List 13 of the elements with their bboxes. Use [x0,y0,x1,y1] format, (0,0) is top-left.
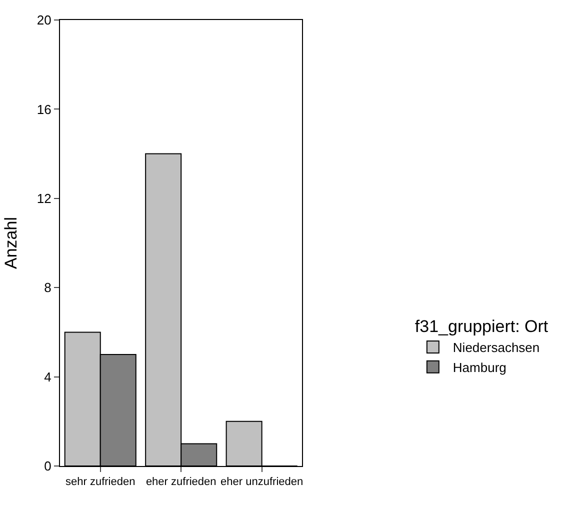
legend-label: Niedersachsen [452,340,540,356]
y-tick-label: 4 [44,369,52,384]
legend-title: f31_gruppiert: Ort [414,317,548,336]
legend-label: Hamburg [452,360,506,375]
x-tick-label: eher unzufrieden [220,476,304,488]
y-tick-label: 20 [36,12,52,28]
y-tick-label: 16 [36,102,52,117]
y-tick-label: 12 [36,190,52,206]
x-tick-label: sehr zufrieden [66,476,136,488]
y-tick-label: 0 [44,458,52,474]
x-tick-label: eher zufrieden [146,476,216,488]
y-tick-label: 8 [44,280,52,296]
y-axis-title: Anzahl [1,217,20,269]
